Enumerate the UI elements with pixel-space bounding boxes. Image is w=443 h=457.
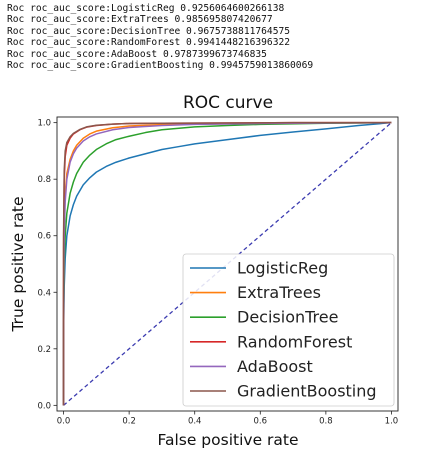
series-line-gradientboosting — [62, 121, 392, 406]
x-tick-label: 0.6 — [254, 417, 268, 427]
chance-diagonal-line — [63, 122, 392, 406]
score-line-extratrees: Roc roc_auc_score:ExtraTrees 0.985695807… — [7, 14, 273, 26]
score-line-gradientboosting: Roc roc_auc_score:GradientBoosting 0.994… — [7, 59, 314, 71]
legend-label-adaboost: AdaBoost — [237, 357, 313, 376]
legend-label-logisticreg: LogisticReg — [237, 259, 328, 278]
series-line-decisiontree — [62, 121, 392, 406]
y-tick-label: 0.4 — [37, 288, 51, 298]
legend-label-decisiontree: DecisionTree — [237, 308, 338, 327]
score-output: Roc roc_auc_score:LogisticReg 0.92560646… — [7, 3, 313, 71]
x-tick-label: 1.0 — [385, 417, 399, 427]
score-line-decisiontree: Roc roc_auc_score:DecisionTree 0.9675738… — [7, 25, 291, 37]
legend-box — [182, 253, 395, 407]
legend-label-randomforest: RandomForest — [237, 332, 352, 351]
x-tick-label: 0.0 — [57, 417, 71, 427]
chart-title: ROC curve — [183, 93, 273, 113]
y-tick-label: 0.2 — [37, 345, 51, 355]
y-tick-label: 0.0 — [37, 401, 51, 411]
score-line-logisticreg: Roc roc_auc_score:LogisticReg 0.92560646… — [7, 3, 285, 14]
roc-chart: ROC curve 0.0 0.2 0.4 0.6 0.8 1.0 0.0 0.2 0.4 0.6… — [9, 93, 399, 449]
x-tick-label: 0.8 — [319, 417, 333, 427]
x-tick-label: 0.4 — [188, 417, 202, 427]
curves-layer — [62, 121, 392, 406]
y-tick-label: 0.6 — [37, 232, 51, 242]
y-tick-label: 1.0 — [37, 119, 51, 129]
legend: LogisticReg ExtraTrees DecisionTree RandomF… — [182, 253, 395, 407]
series-line-adaboost — [62, 121, 392, 406]
series-line-logisticreg — [62, 121, 392, 406]
y-axis-title: True positive rate — [9, 196, 27, 332]
score-line-randomforest: Roc roc_auc_score:RandomForest 0.9941448… — [7, 37, 291, 49]
plot-frame — [56, 116, 399, 412]
ticks-layer: 0.0 0.2 0.4 0.6 0.8 1.0 0.0 0.2 0.4 0.6 0.8 1.0 — [37, 119, 398, 427]
x-tick-label: 0.2 — [122, 417, 136, 427]
score-line-adaboost: Roc roc_auc_score:AdaBoost 0.97873996737… — [7, 48, 267, 60]
legend-label-extratrees: ExtraTrees — [237, 283, 321, 302]
x-axis-title: False positive rate — [157, 431, 298, 449]
y-tick-label: 0.8 — [37, 175, 51, 185]
legend-label-gradientboosting: GradientBoosting — [237, 382, 377, 401]
